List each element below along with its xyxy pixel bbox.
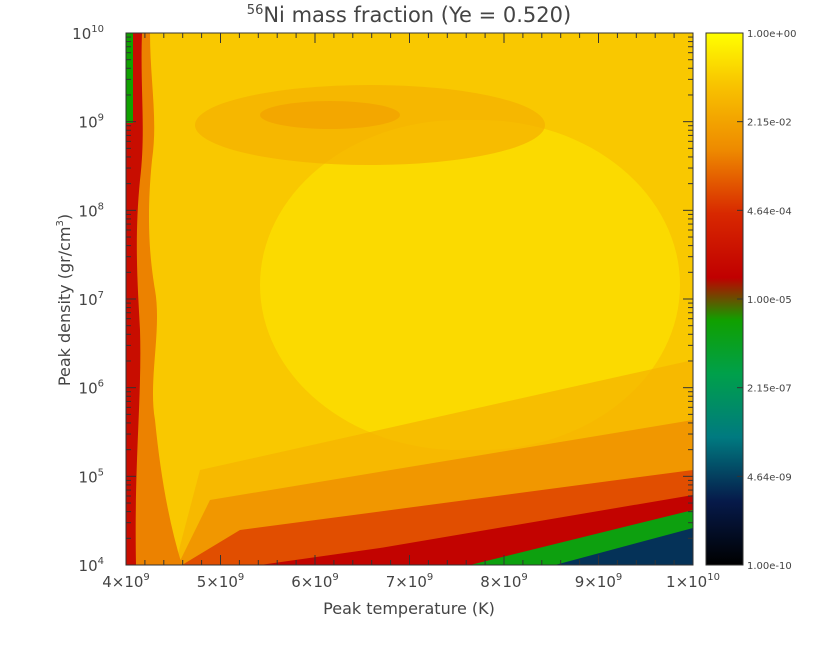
y-tick-label: 104 bbox=[79, 556, 104, 575]
heatmap-high-density-core bbox=[260, 101, 400, 129]
colorbar-label: 1.00e-10 bbox=[747, 561, 792, 572]
colorbar: 1.00e+00 2.15e-02 4.64e-04 1.00e-05 2.15e-07… bbox=[705, 29, 797, 572]
x-tick-label: 7×109 bbox=[386, 572, 434, 591]
x-tick-label: 6×109 bbox=[291, 572, 339, 591]
x-axis-label: Peak temperature (K) bbox=[323, 599, 495, 618]
y-axis-label-main: Peak density (gr/cm bbox=[55, 227, 74, 387]
colorbar-label: 2.15e-02 bbox=[747, 118, 792, 129]
x-tick-label: 9×109 bbox=[575, 572, 623, 591]
colorbar-label: 1.00e+00 bbox=[747, 29, 797, 40]
y-tick-label: 108 bbox=[79, 201, 104, 220]
colorbar-label: 1.00e-05 bbox=[747, 295, 792, 306]
colorbar-label: 2.15e-07 bbox=[747, 384, 792, 395]
heatmap-cold-edge-strip bbox=[126, 33, 133, 123]
colorbar-label: 4.64e-04 bbox=[747, 206, 792, 217]
y-tick-label: 106 bbox=[79, 379, 104, 398]
y-tick-label: 107 bbox=[79, 290, 104, 309]
y-tick-label: 109 bbox=[79, 113, 104, 132]
heatmap-field bbox=[126, 33, 693, 565]
y-axis: 104 105 106 107 108 109 1010 bbox=[72, 24, 693, 575]
x-tick-label: 4×109 bbox=[102, 572, 150, 591]
chart-title: 56Ni mass fraction (Ye = 0.520) bbox=[247, 3, 571, 27]
x-tick-label: 8×109 bbox=[480, 572, 528, 591]
x-tick-label: 5×109 bbox=[197, 572, 245, 591]
y-tick-label: 1010 bbox=[72, 24, 104, 43]
heatmap-upper-glow bbox=[260, 120, 680, 450]
y-axis-label-superscript: 3 bbox=[55, 220, 66, 226]
y-axis-label-close: ) bbox=[55, 214, 74, 220]
title-main: Ni mass fraction (Ye = 0.520) bbox=[263, 3, 571, 27]
colorbar-label: 4.64e-09 bbox=[747, 472, 792, 483]
title-superscript: 56 bbox=[247, 3, 264, 18]
y-axis-label: Peak density (gr/cm3) bbox=[55, 214, 74, 386]
x-axis: 4×109 5×109 6×109 7×109 8×109 9×109 1×1010 bbox=[102, 33, 720, 591]
colorbar-gradient bbox=[706, 33, 743, 565]
x-tick-label: 1×1010 bbox=[666, 572, 720, 591]
y-tick-label: 105 bbox=[79, 467, 104, 486]
heatmap-depleted-corner bbox=[555, 528, 693, 565]
